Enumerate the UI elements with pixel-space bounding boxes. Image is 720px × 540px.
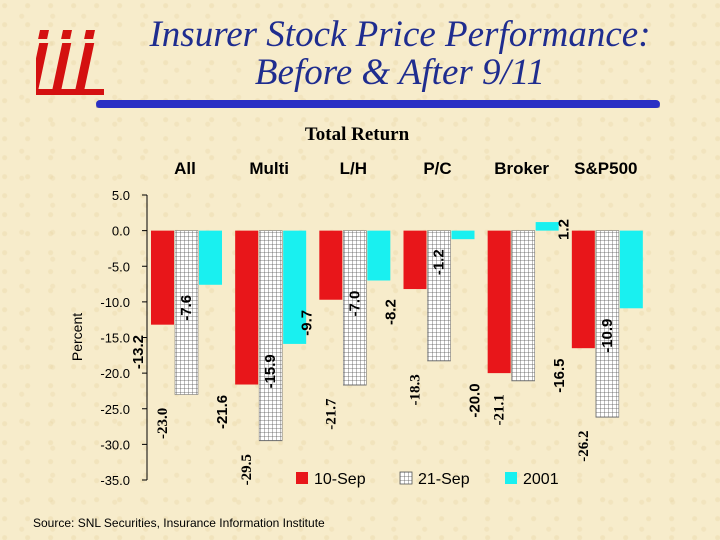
y-tick-label: -25.0: [100, 402, 130, 417]
data-label: -29.5: [239, 454, 255, 485]
y-tick-label: 0.0: [112, 224, 130, 239]
y-tick-label: -30.0: [100, 437, 130, 452]
data-label: -8.2: [383, 299, 400, 325]
bar: [343, 230, 367, 386]
bar: [427, 230, 451, 362]
slide-title-line1: Insurer Stock Price Performance:: [149, 14, 651, 55]
bar: [258, 230, 283, 442]
bar: [451, 230, 475, 240]
data-label: -1.2: [431, 249, 448, 275]
data-label: -18.3: [408, 374, 424, 405]
data-label: -21.6: [214, 395, 231, 429]
data-label: -20.0: [467, 383, 484, 417]
bar: [487, 230, 511, 374]
y-tick-label: -15.0: [100, 331, 130, 346]
category-label: Multi: [249, 159, 289, 178]
bar: [595, 230, 620, 418]
data-label: -15.9: [262, 354, 279, 388]
chart-title: Total Return: [305, 124, 410, 145]
y-tick-label: -35.0: [100, 473, 130, 488]
category-label: S&P500: [574, 159, 637, 178]
y-tick-label: -10.0: [100, 295, 130, 310]
slide-title-line2: Before & After 9/11: [254, 52, 546, 93]
y-tick-label: -20.0: [100, 366, 130, 381]
data-label: -26.2: [576, 431, 592, 462]
category-label: All: [174, 159, 196, 178]
bar: [511, 230, 535, 382]
bar: [535, 222, 559, 231]
title-rule: [96, 100, 660, 108]
data-label: -23.0: [155, 408, 171, 439]
category-label: L/H: [340, 159, 367, 178]
data-label: -16.5: [551, 358, 568, 392]
data-label: -7.0: [346, 291, 363, 317]
bar: [319, 230, 343, 300]
bar: [571, 230, 595, 349]
legend-label: 21-Sep: [418, 471, 470, 488]
bar: [283, 230, 307, 344]
bar: [235, 230, 259, 385]
data-label: -9.7: [298, 310, 315, 336]
y-tick-label: -5.0: [108, 259, 130, 274]
bar: [151, 230, 174, 325]
category-label: P/C: [423, 159, 451, 178]
legend-swatch: [399, 471, 413, 485]
y-tick-label: 5.0: [112, 188, 130, 203]
bar: [403, 230, 427, 290]
slide-title: Insurer Stock Price Performance: Before …: [100, 16, 700, 92]
plot-area: 5.0 0.0 -5.0 -10.0 -15.0 -20.0 -25.0 -30.0 -35.0…: [100, 159, 643, 488]
data-label: -7.6: [178, 295, 195, 321]
legend-label: 2001: [523, 471, 559, 488]
legend-swatch: [296, 472, 308, 484]
category-label: Broker: [494, 159, 549, 178]
legend-label: 10-Sep: [314, 471, 366, 488]
bar: [199, 230, 222, 285]
data-label: -13.2: [130, 335, 147, 369]
bar: [619, 230, 643, 309]
data-label: 1.2: [556, 219, 573, 240]
data-label: -21.1: [492, 394, 508, 425]
y-axis-label: Percent: [69, 313, 85, 361]
legend-swatch: [505, 472, 517, 484]
source-note: Source: SNL Securities, Insurance Inform…: [33, 516, 325, 530]
data-label: -21.7: [323, 398, 339, 430]
bar: [174, 230, 199, 395]
bar: [367, 230, 391, 281]
iii-logo-icon: [36, 30, 104, 95]
data-label: -10.9: [599, 319, 616, 353]
